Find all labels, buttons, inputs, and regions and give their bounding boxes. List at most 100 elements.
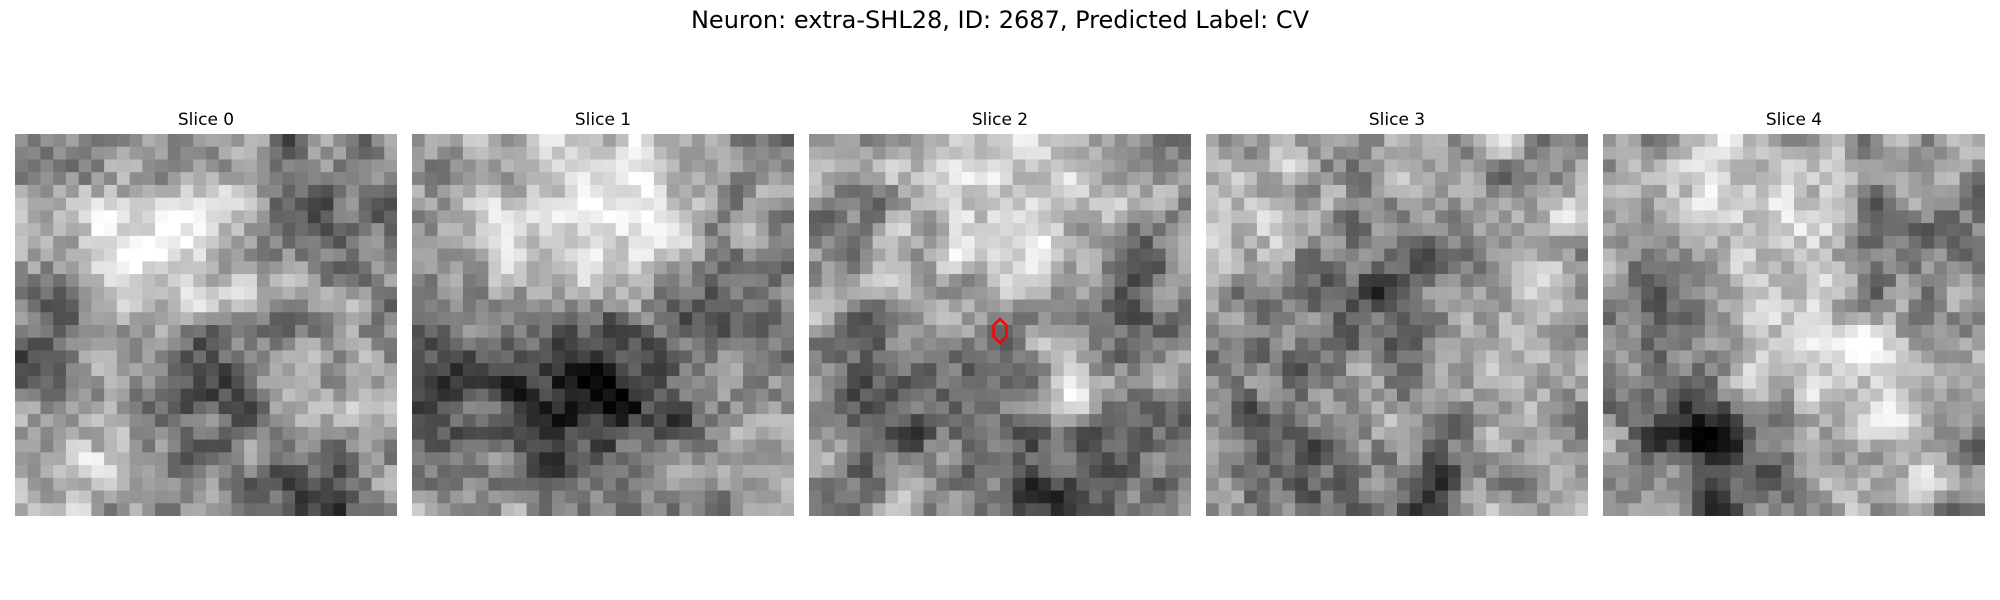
pixel-cell [412, 235, 426, 250]
pixel-cell [1012, 184, 1027, 199]
pixel-cell [78, 325, 92, 339]
pixel-cell [1295, 223, 1309, 237]
pixel-cell [552, 184, 566, 199]
pixel-cell [1498, 325, 1513, 339]
pixel-cell [1178, 401, 1191, 415]
pixel-cell [1653, 465, 1668, 479]
pixel-cell [1730, 223, 1744, 237]
pixel-cell [91, 363, 105, 377]
pixel-cell [1025, 439, 1039, 453]
pixel-cell [1959, 159, 1973, 173]
pixel-cell [653, 465, 668, 479]
pixel-cell [1959, 388, 1973, 402]
pixel-cell [333, 261, 347, 275]
pixel-cell [1422, 363, 1436, 377]
pixel-cell [1934, 261, 1948, 275]
pixel-cell [936, 274, 950, 288]
pixel-cell [1256, 375, 1271, 390]
pixel-cell [1653, 401, 1668, 415]
pixel-cell [1704, 337, 1719, 352]
pixel-cell [53, 299, 67, 313]
pixel-cell [1806, 146, 1821, 161]
pixel-cell [974, 503, 988, 516]
pixel-cell [167, 363, 182, 377]
pixel-cell [78, 465, 92, 479]
pixel-cell [539, 261, 553, 275]
pixel-cell [1178, 325, 1191, 339]
pixel-cell [513, 312, 528, 326]
pixel-cell [1524, 248, 1538, 262]
pixel-cell [834, 299, 848, 313]
pixel-cell [974, 337, 988, 352]
pixel-cell [910, 337, 925, 352]
pixel-cell [1730, 465, 1744, 479]
pixel-cell [834, 197, 848, 211]
pixel-cell [1346, 248, 1360, 262]
pixel-cell [552, 465, 566, 479]
pixel-cell [116, 197, 131, 211]
pixel-cell [1653, 503, 1668, 516]
pixel-cell [65, 210, 80, 224]
pixel-cell [1692, 401, 1706, 415]
pixel-cell [40, 503, 54, 516]
pixel-cell [717, 465, 731, 479]
pixel-cell [1895, 465, 1910, 479]
pixel-cell [923, 426, 937, 441]
pixel-cell [295, 261, 309, 275]
pixel-cell [1256, 350, 1271, 364]
pixel-cell [269, 503, 283, 516]
pixel-cell [821, 465, 836, 479]
pixel-cell [27, 172, 42, 186]
pixel-cell [1537, 184, 1551, 199]
pixel-cell [1562, 146, 1576, 161]
pixel-cell [1666, 210, 1680, 224]
pixel-cell [1857, 172, 1871, 186]
pixel-cell [949, 401, 963, 415]
pixel-cell [488, 159, 502, 173]
pixel-cell [1371, 274, 1385, 288]
pixel-cell [384, 235, 397, 250]
pixel-cell [974, 414, 988, 428]
pixel-cell [167, 439, 182, 453]
pixel-cell [1794, 337, 1808, 352]
pixel-cell [384, 401, 397, 415]
pixel-cell [78, 452, 92, 466]
pixel-cell [1908, 159, 1922, 173]
pixel-cell [1959, 401, 1973, 415]
pixel-cell [1165, 426, 1179, 441]
pixel-cell [1498, 299, 1513, 313]
pixel-cell [488, 477, 502, 492]
pixel-cell [15, 210, 29, 224]
pixel-cell [1473, 184, 1487, 199]
pixel-cell [872, 184, 886, 199]
pixel-cell [1460, 286, 1474, 301]
pixel-cell [244, 388, 258, 402]
pixel-cell [1511, 261, 1525, 275]
pixel-cell [615, 274, 630, 288]
pixel-cell [450, 401, 464, 415]
pixel-cell [206, 286, 220, 301]
pixel-cell [628, 350, 642, 364]
pixel-cell [1794, 414, 1808, 428]
pixel-cell [180, 134, 194, 148]
pixel-cell [475, 414, 489, 428]
pixel-cell [1346, 299, 1360, 313]
pixel-cell [1140, 197, 1154, 211]
pixel-cell [1603, 286, 1617, 301]
pixel-cell [755, 159, 770, 173]
pixel-cell [193, 375, 207, 390]
pixel-cell [526, 274, 540, 288]
pixel-cell [78, 235, 92, 250]
pixel-cell [40, 490, 54, 504]
pixel-cell [872, 261, 886, 275]
pixel-cell [1025, 350, 1039, 364]
pixel-cell [1934, 274, 1948, 288]
pixel-cell [910, 490, 925, 504]
pixel-cell [1050, 363, 1065, 377]
pixel-cell [577, 274, 591, 288]
pixel-cell [475, 223, 489, 237]
pixel-cell [1178, 134, 1191, 148]
pixel-cell [1460, 235, 1474, 250]
pixel-cell [1012, 452, 1027, 466]
pixel-cell [1473, 452, 1487, 466]
